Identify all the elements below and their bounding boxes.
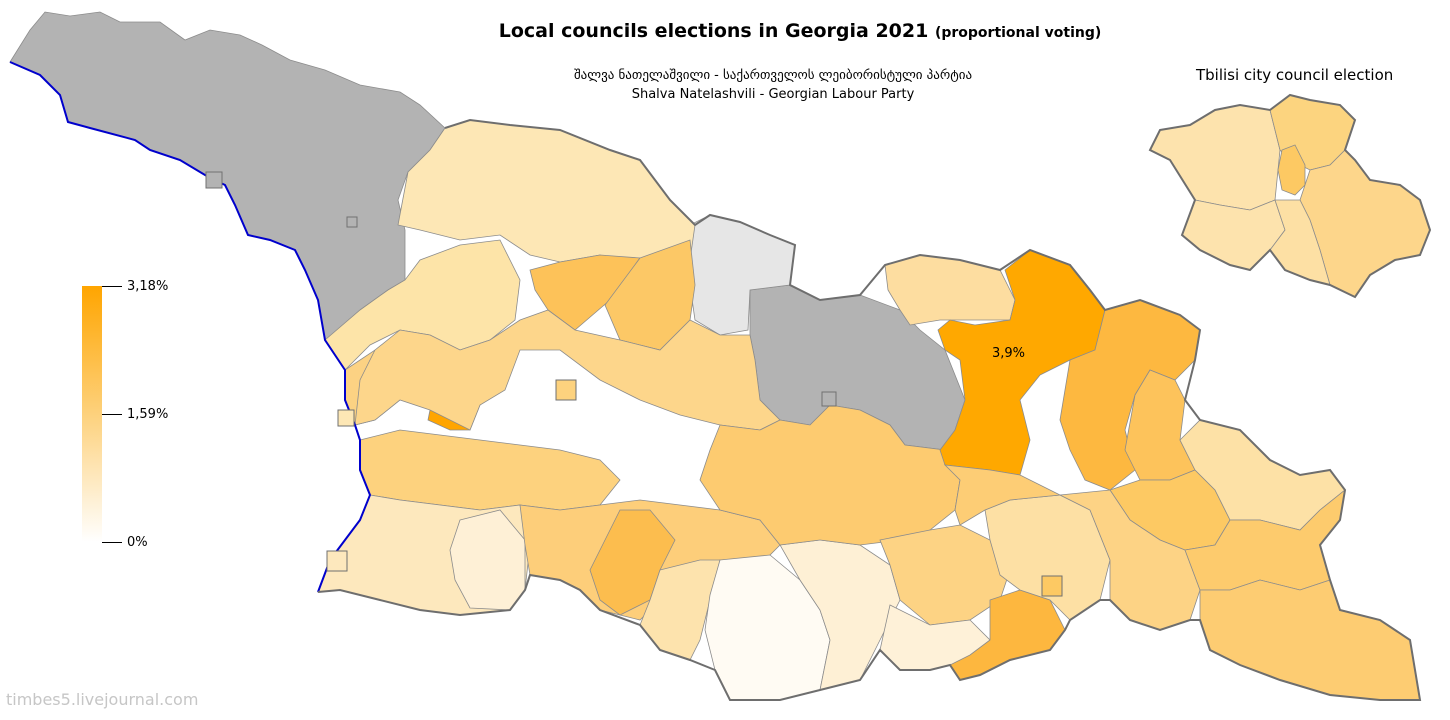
legend-label-mid: 1,59% [127, 407, 169, 422]
city-marker-sukhumi [346, 216, 358, 228]
region-value-label: 3,9% [992, 346, 1025, 361]
tbilisi-district-west [1181, 199, 1286, 271]
region-dedoplistskaro [1199, 579, 1421, 701]
region-zugdidi [324, 239, 521, 371]
legend-tick-max [102, 286, 122, 287]
region-sagarejo [943, 464, 1062, 526]
legend-tick-mid [102, 414, 122, 415]
region-dusheti [884, 254, 1016, 326]
city-marker-batumi [326, 550, 348, 572]
national-border [317, 118, 1422, 701]
region-imereti-west [354, 309, 781, 431]
region-adigeni [639, 559, 721, 661]
city-marker-kutaisi [555, 379, 577, 401]
tbilisi-inset-map [1148, 93, 1432, 299]
tbilisi-district-center [1277, 144, 1306, 196]
city-marker-tskhinvali [821, 391, 837, 407]
legend-label-max: 3,18% [127, 279, 169, 294]
watermark: timbes5.livejournal.com [6, 690, 199, 709]
region-abkhazia [9, 11, 446, 341]
title-main: Local councils elections in Georgia 2021 [498, 20, 929, 42]
page-title: Local councils elections in Georgia 2021… [0, 20, 1450, 42]
subtitle: შალვა ნათელაშვილი - საქართველოს ლეიბორის… [0, 66, 1450, 104]
city-marker-gagra [205, 171, 223, 189]
coastline [9, 61, 372, 593]
tbilisi-inset-title: Tbilisi city council election [1196, 66, 1394, 84]
tbilisi-district-north-west [1149, 104, 1281, 211]
legend-label-min: 0% [127, 535, 148, 550]
title-suffix: (proportional voting) [934, 25, 1102, 41]
legend-color-bar [82, 286, 102, 542]
region-guria [359, 429, 621, 511]
subtitle-english: Shalva Natelashvili - Georgian Labour Pa… [631, 87, 915, 102]
city-marker-rustavi [1041, 575, 1063, 597]
city-marker-poti [337, 409, 355, 427]
tbilisi-outline [1148, 93, 1432, 299]
legend-tick-min [102, 542, 122, 543]
subtitle-georgian: შალვა ნათელაშვილი - საქართველოს ლეიბორის… [573, 68, 973, 83]
